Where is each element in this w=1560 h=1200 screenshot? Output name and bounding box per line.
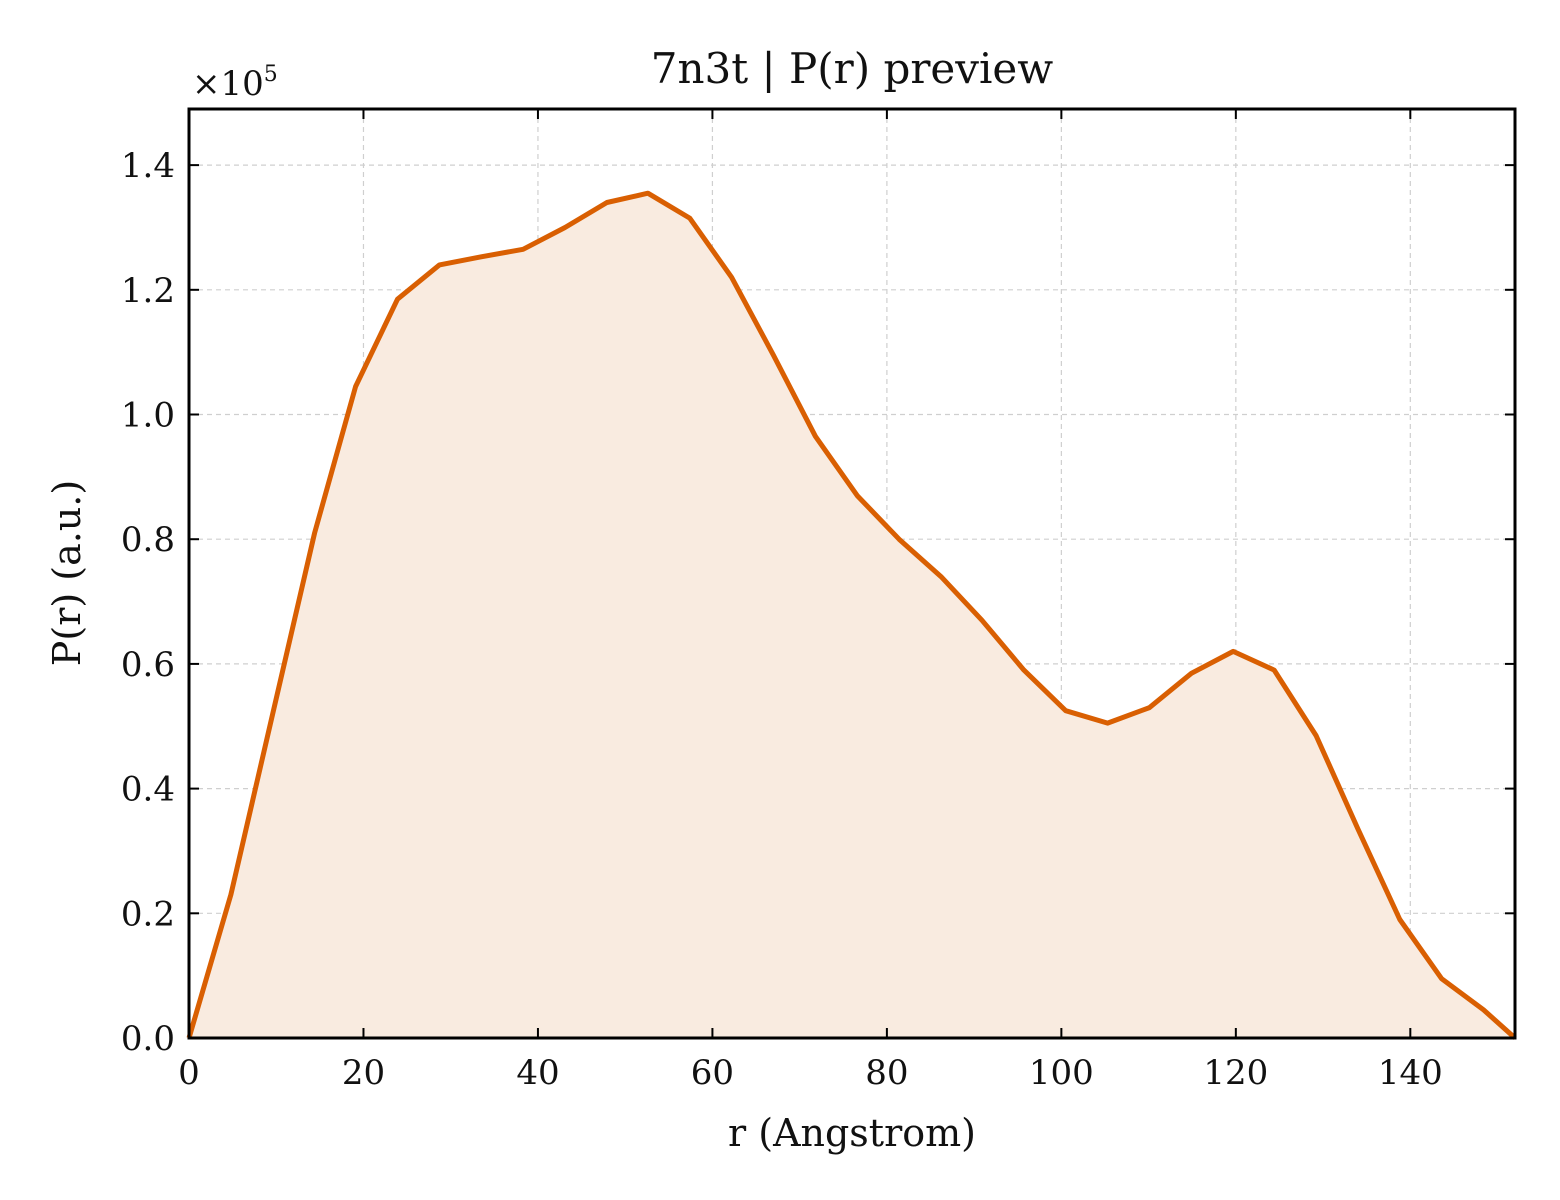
y-axis-label: P(r) (a.u.) [45,480,89,666]
y-tick-label: 0.4 [121,770,175,810]
x-axis-label: r (Angstrom) [728,1111,976,1155]
area-fill [189,193,1515,1038]
series-line [186,190,1517,1040]
x-tick-label: 40 [516,1053,559,1093]
x-tick-label: 20 [342,1053,385,1093]
y-axis-multiplier-base: ×10 [192,64,264,104]
y-tick-label: 0.2 [121,894,175,934]
y-tick-label: 0.0 [121,1019,175,1059]
y-tick-label: 0.8 [121,520,175,560]
plot-frame [187,107,1517,1040]
y-tick-label: 0.6 [121,645,175,685]
y-tick-label: 1.4 [121,146,175,186]
x-tick-label: 60 [691,1053,734,1093]
x-tick-label: 80 [865,1053,908,1093]
x-tick-label: 140 [1378,1053,1443,1093]
y-axis-multiplier: ×105 [192,62,278,104]
y-tick-label: 1.0 [121,396,175,436]
x-tick-label: 100 [1029,1053,1094,1093]
y-axis-multiplier-exponent: 5 [264,62,278,87]
tick-labels: 0 20 40 60 80 100 120 140 0.0 0.2 0.4 0.6 0.8 1.0 1.2 1… [121,146,1443,1093]
x-tick-label: 0 [178,1053,200,1093]
x-tick-label: 120 [1203,1053,1268,1093]
y-tick-label: 1.2 [121,271,175,311]
chart-title: 7n3t | P(r) preview [651,44,1054,93]
